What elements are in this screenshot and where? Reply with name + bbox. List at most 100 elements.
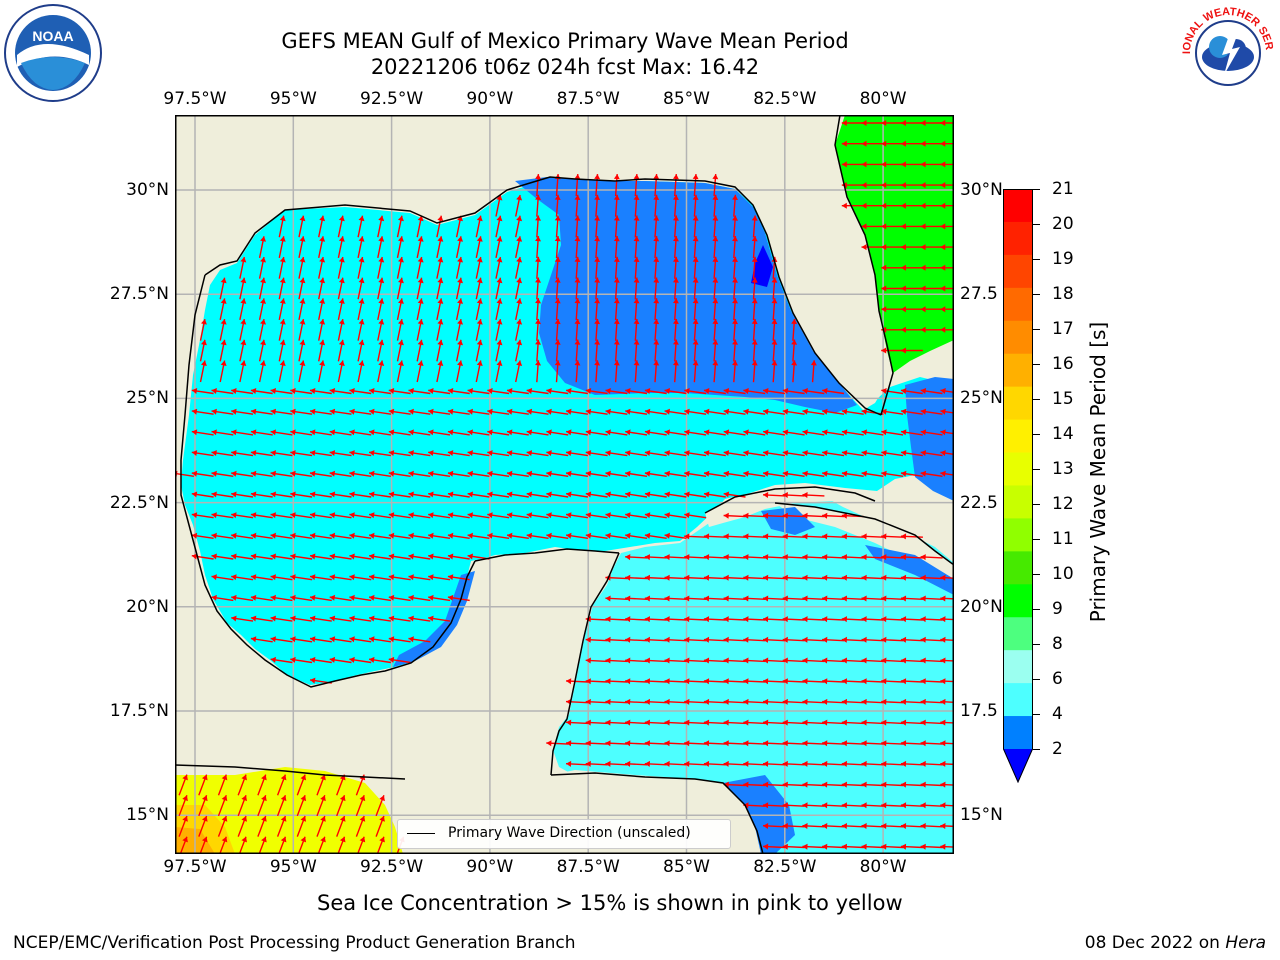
wave-direction-arrow — [239, 298, 247, 321]
wave-direction-arrow — [782, 636, 805, 643]
wave-direction-arrow — [250, 388, 273, 395]
wave-direction-arrow — [881, 388, 904, 395]
colorbar-tick-label: 10 — [1052, 564, 1074, 584]
wave-direction-arrow — [723, 595, 746, 602]
wave-direction-arrow — [723, 512, 746, 519]
wave-direction-arrow — [900, 616, 923, 623]
wave-direction-arrow — [250, 594, 273, 602]
wave-direction-arrow — [290, 470, 313, 477]
wave-direction-arrow — [296, 815, 307, 837]
lat-tick-label-right: 30°N — [960, 180, 1003, 200]
wave-direction-arrow — [900, 781, 923, 788]
wave-direction-arrow — [349, 574, 372, 581]
colorbar-segment — [1003, 320, 1033, 355]
wave-direction-arrow — [318, 215, 326, 238]
wave-direction-arrow — [723, 678, 746, 685]
wave-direction-arrow — [684, 408, 707, 415]
map-frame — [175, 115, 954, 854]
wave-direction-arrow — [257, 815, 267, 837]
wave-direction-arrow — [318, 236, 326, 259]
wave-direction-arrow — [408, 594, 431, 602]
wave-direction-arrow — [368, 470, 392, 477]
wave-direction-arrow — [506, 491, 529, 498]
wave-direction-arrow — [841, 533, 864, 540]
wave-direction-arrow — [447, 470, 470, 477]
wave-direction-arrow — [329, 429, 352, 436]
wave-direction-arrow — [605, 450, 628, 457]
wave-direction-arrow — [191, 450, 214, 457]
wave-direction-arrow — [455, 339, 463, 362]
wave-direction-arrow — [428, 450, 451, 457]
wave-direction-arrow — [712, 256, 719, 279]
wave-direction-arrow — [940, 740, 954, 747]
wave-direction-arrow — [290, 553, 313, 560]
wave-direction-arrow — [396, 339, 404, 362]
wave-direction-arrow — [861, 823, 884, 829]
wave-direction-arrow — [554, 298, 561, 321]
wave-direction-arrow — [861, 182, 884, 189]
wave-direction-arrow — [644, 595, 667, 602]
wave-direction-arrow — [574, 236, 581, 259]
colorbar-segment — [1003, 683, 1033, 717]
wave-direction-arrow — [298, 318, 306, 341]
wave-direction-arrow — [723, 470, 746, 477]
wave-direction-arrow — [900, 554, 923, 561]
lat-tick-label-left: 30°N — [126, 180, 169, 200]
lat-tick-label-right: 27.5 — [960, 284, 998, 305]
wave-direction-arrow — [613, 360, 620, 383]
wave-direction-arrow — [644, 554, 667, 561]
wave-direction-arrow — [585, 678, 608, 685]
lat-tick-label-left: 27.5°N — [109, 284, 169, 305]
wave-direction-arrow — [703, 491, 726, 498]
wave-direction-arrow — [211, 450, 234, 457]
wave-direction-arrow — [298, 277, 306, 300]
colorbar-tick-mark — [1033, 608, 1040, 610]
wave-direction-arrow — [408, 574, 431, 581]
wave-direction-arrow — [191, 553, 214, 560]
wave-direction-arrow — [349, 450, 372, 457]
wave-direction-arrow — [199, 339, 207, 362]
wave-direction-arrow — [336, 795, 346, 817]
wave-direction-arrow — [673, 318, 679, 341]
wave-direction-arrow — [290, 491, 313, 498]
wave-direction-arrow — [585, 532, 608, 539]
wave-direction-arrow — [743, 595, 766, 602]
colorbar-extend-arrow — [1003, 749, 1033, 783]
wave-direction-arrow — [349, 470, 372, 477]
wave-direction-arrow — [613, 298, 620, 321]
wave-direction-arrow — [920, 429, 943, 436]
wave-direction-arrow — [368, 408, 392, 415]
pacific-14-15-region — [175, 767, 403, 854]
wave-direction-arrow — [625, 719, 648, 726]
wave-direction-arrow — [388, 574, 411, 581]
wave-direction-arrow — [546, 429, 569, 436]
wave-direction-arrow — [416, 256, 424, 279]
wave-direction-arrow — [644, 491, 667, 498]
sea-ice-caption: Sea Ice Concentration > 15% is shown in … — [317, 891, 903, 915]
wave-direction-arrow — [703, 760, 726, 767]
wave-direction-arrow — [231, 388, 254, 395]
wave-direction-arrow — [841, 161, 864, 168]
wave-direction-arrow — [211, 408, 234, 415]
wave-direction-arrow — [368, 450, 392, 457]
wave-direction-arrow — [900, 657, 923, 664]
wave-direction-arrow — [762, 595, 786, 602]
footer-date-text: 08 Dec 2022 on — [1084, 933, 1226, 953]
wave-direction-arrow — [495, 236, 503, 259]
wave-direction-arrow — [673, 256, 679, 279]
wave-direction-arrow — [535, 298, 541, 321]
wave-direction-arrow — [703, 574, 726, 581]
wave-direction-arrow — [940, 616, 954, 623]
wave-direction-arrow — [447, 512, 470, 519]
wave-direction-arrow — [515, 215, 523, 238]
wave-direction-arrow — [861, 554, 884, 561]
wave-direction-arrow — [239, 318, 247, 341]
wave-direction-arrow — [633, 339, 640, 362]
wave-direction-arrow — [782, 512, 805, 519]
wave-direction-arrow — [388, 388, 411, 395]
wave-direction-arrow — [861, 470, 884, 477]
wave-direction-arrow — [743, 533, 766, 540]
wave-direction-arrow — [349, 388, 372, 395]
wave-direction-arrow — [732, 318, 738, 341]
wave-direction-arrow — [625, 512, 648, 519]
